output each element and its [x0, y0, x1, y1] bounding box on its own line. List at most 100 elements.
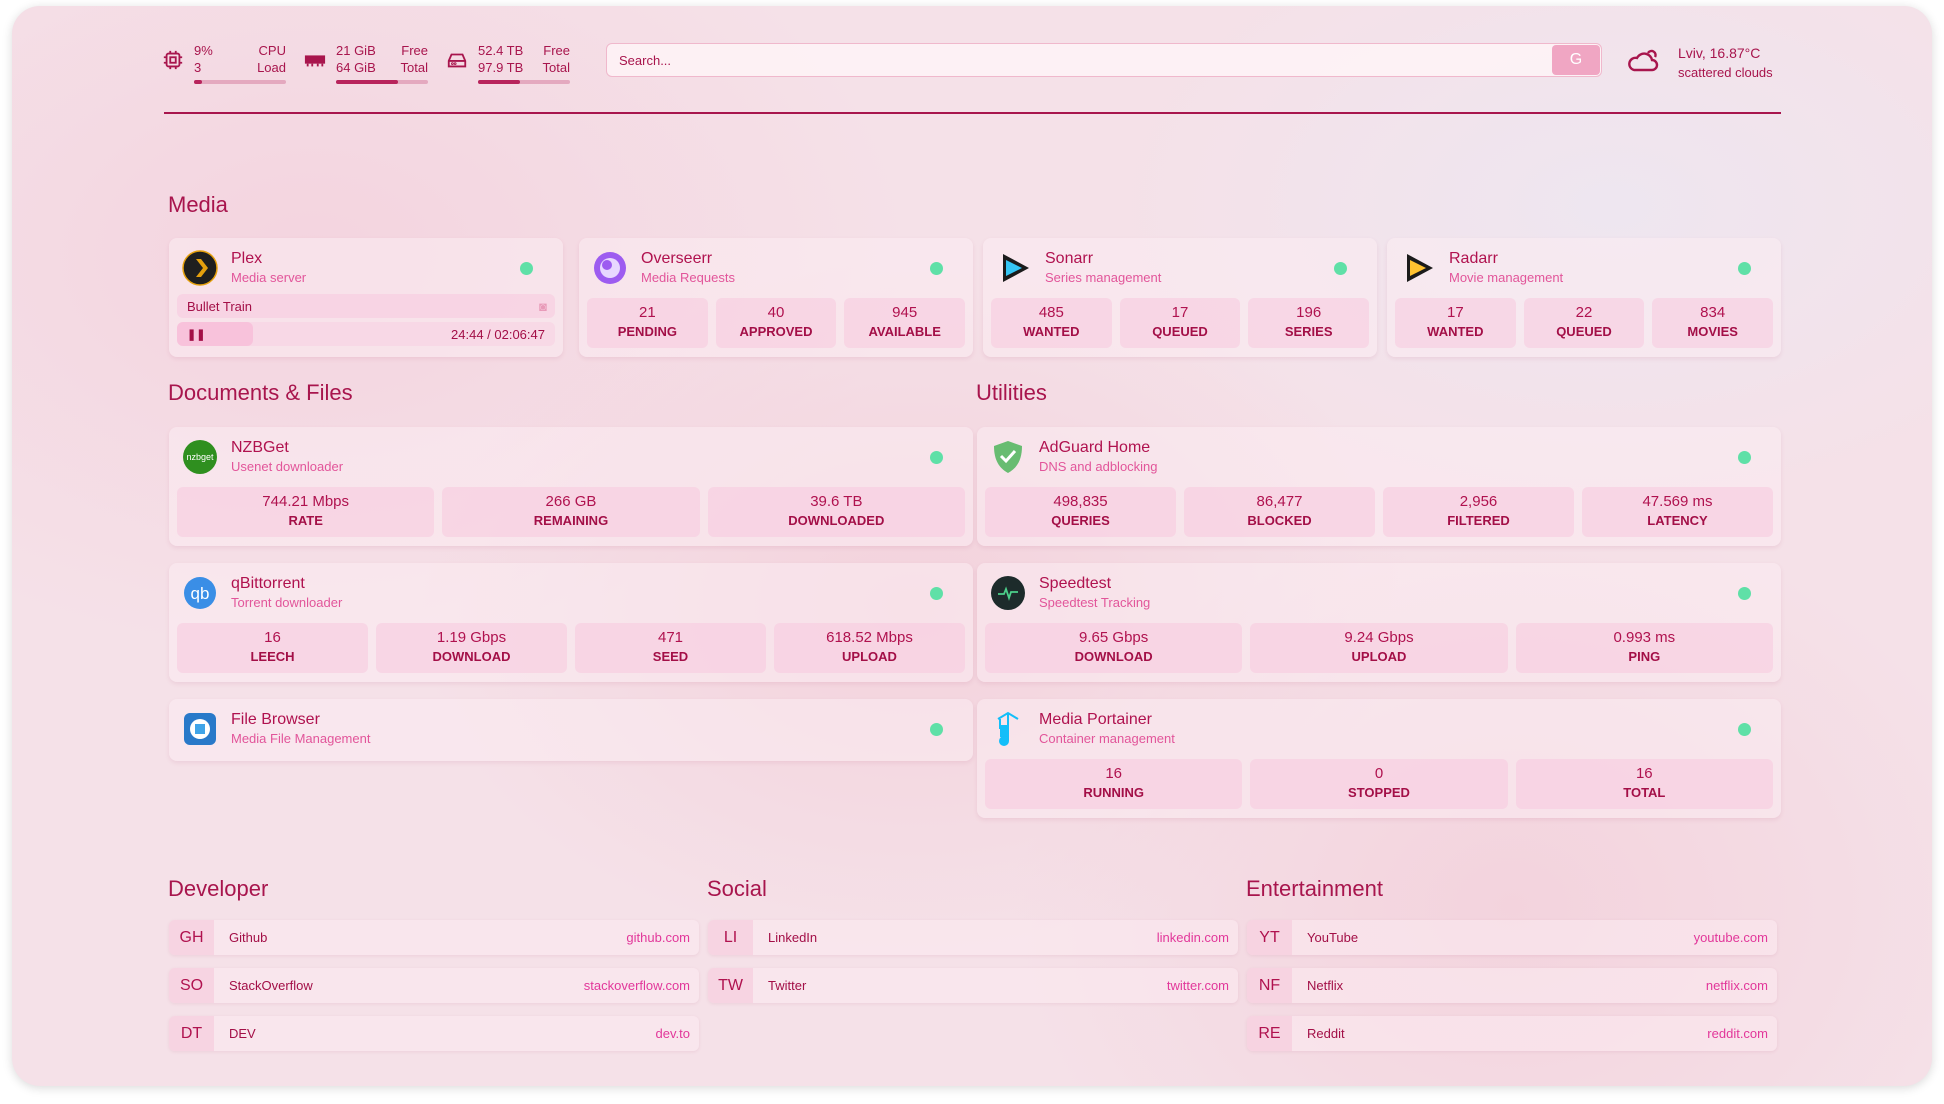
bookmark-abbr: TW	[708, 968, 753, 1003]
service-subtitle: Container management	[1039, 731, 1175, 746]
bookmark-abbr: SO	[169, 968, 214, 1003]
stat-value: 47.569 ms	[1642, 493, 1713, 510]
bookmark-name: Twitter	[768, 978, 807, 993]
speedtest-card[interactable]: Speedtest Speedtest Tracking 9.65 Gbps DOW…	[977, 563, 1781, 682]
stat-block: 16 RUNNING	[985, 759, 1243, 809]
disk-icon	[447, 53, 467, 68]
cloud-icon	[1628, 49, 1659, 72]
bookmark-abbr: YT	[1247, 920, 1292, 955]
bookmark-dev[interactable]: DT DEV dev.to	[169, 1016, 699, 1051]
stat-block: 17 WANTED	[1395, 298, 1516, 348]
bookmark-abbr: DT	[169, 1016, 214, 1051]
stat-value: 618.52 Mbps	[826, 629, 913, 646]
section-entertainment: Entertainment	[1246, 876, 1383, 901]
service-subtitle: Torrent downloader	[231, 595, 343, 610]
stat-block: 47.569 ms LATENCY	[1582, 487, 1773, 537]
dashboard: 9% CPU 3 Load 21 GiB Free 64 GiB Total 52.4 TB…	[12, 6, 1932, 1086]
stat-label: STOPPED	[1348, 785, 1410, 800]
stat-block: 16 LEECH	[177, 623, 368, 673]
adguard-card[interactable]: AdGuard Home DNS and adblocking 498,835 QU…	[977, 427, 1781, 546]
stat-label: SERIES	[1284, 324, 1333, 339]
bookmark-reddit[interactable]: RE Reddit reddit.com	[1247, 1016, 1777, 1051]
bookmark-twitter[interactable]: TW Twitter twitter.com	[708, 968, 1238, 1003]
service-title: Media Portainer	[1039, 711, 1152, 728]
service-title: Speedtest	[1039, 575, 1112, 592]
memory-icon	[304, 55, 326, 67]
stat-value: 485	[1038, 304, 1064, 321]
sonarr-icon	[995, 249, 1033, 287]
bookmark-youtube[interactable]: YT YouTube youtube.com	[1247, 920, 1777, 955]
now-playing-title: Bullet Train	[187, 298, 253, 314]
stat-value: 1.19 Gbps	[436, 629, 507, 646]
stat-value: 196	[1296, 304, 1322, 321]
stat-value: 9.24 Gbps	[1344, 629, 1414, 646]
stat-value: 0.993 ms	[1613, 629, 1676, 646]
stat-label: DOWNLOADED	[788, 513, 885, 528]
service-title: Overseerr	[641, 250, 713, 267]
disk-total: 97.9 TB	[478, 60, 524, 75]
status-dot	[930, 451, 943, 464]
overseerr-card[interactable]: Overseerr Media Requests 21 PENDING 40 APPRO…	[579, 238, 973, 357]
service-subtitle: DNS and adblocking	[1039, 459, 1158, 474]
search-input[interactable]	[607, 52, 1552, 68]
pause-icon[interactable]: ❚❚	[187, 328, 206, 341]
stat-value: 0	[1374, 765, 1384, 782]
bookmark-linkedin[interactable]: LI LinkedIn linkedin.com	[708, 920, 1238, 955]
bookmark-url: linkedin.com	[1156, 930, 1229, 945]
stat-label: WANTED	[1023, 324, 1080, 339]
filebrowser-card[interactable]: File Browser Media File Management	[169, 699, 973, 761]
stat-block: 834 MOVIES	[1652, 298, 1774, 348]
service-title: Radarr	[1449, 250, 1498, 267]
status-dot	[1334, 262, 1347, 275]
stat-block: 0.993 ms PING	[1515, 623, 1773, 673]
bookmark-stackoverflow[interactable]: SO StackOverflow stackoverflow.com	[169, 968, 699, 1003]
stat-value: 17	[1171, 304, 1189, 321]
stat-label: UPLOAD	[1351, 649, 1407, 664]
stat-block: 86,477 BLOCKED	[1184, 487, 1375, 537]
stat-block: 9.24 Gbps UPLOAD	[1250, 623, 1508, 673]
cpu-usage: 9%	[194, 43, 213, 58]
search-provider-button[interactable]: G	[1552, 45, 1600, 75]
stat-label: APPROVED	[739, 324, 813, 339]
now-playing: Bullet Train ◙	[177, 294, 555, 318]
stat-block: 266 GB REMAINING	[442, 487, 700, 537]
status-dot	[1738, 451, 1751, 464]
stat-label: WANTED	[1427, 324, 1484, 339]
playback-row: ❚❚ 24:44 / 02:06:47	[177, 322, 555, 346]
stat-block: 0 STOPPED	[1250, 759, 1508, 809]
status-dot	[930, 262, 943, 275]
stat-label: TOTAL	[1623, 785, 1666, 800]
stat-label: BLOCKED	[1247, 513, 1312, 528]
cpu-load: 3	[194, 60, 202, 75]
bookmark-abbr: RE	[1247, 1016, 1292, 1051]
bookmark-name: YouTube	[1307, 930, 1359, 945]
plex-subtitle: Media server	[231, 270, 307, 285]
bookmark-url: stackoverflow.com	[583, 978, 690, 993]
stat-block: 16 TOTAL	[1515, 759, 1773, 809]
sonarr-card[interactable]: Sonarr Series management 485 WANTED 17 QUEUE…	[983, 238, 1377, 357]
stat-value: 9.65 Gbps	[1079, 629, 1149, 646]
nzbget-card[interactable]: nzbget NZBGet Usenet downloader 744.21 Mb…	[169, 427, 973, 546]
bookmark-github[interactable]: GH Github github.com	[169, 920, 699, 955]
service-subtitle: Movie management	[1449, 270, 1564, 285]
qbittorrent-card[interactable]: qb qBittorrent Torrent downloader 16 LEECH…	[169, 563, 973, 682]
stat-value: 834	[1700, 304, 1726, 321]
stat-label: UPLOAD	[842, 649, 897, 664]
portainer-card[interactable]: Media Portainer Container management 16 RU…	[977, 699, 1781, 818]
stat-value: 471	[657, 629, 684, 646]
free-label: Free	[401, 43, 428, 58]
radarr-card[interactable]: Radarr Movie management 17 WANTED 22 QUEUED 8…	[1387, 238, 1781, 357]
status-dot	[1738, 587, 1751, 600]
weather-widget: Lviv, 16.87°C scattered clouds	[1626, 44, 1773, 82]
overseerr-icon	[591, 249, 629, 287]
plex-title: Plex	[231, 250, 263, 267]
bookmark-netflix[interactable]: NF Netflix netflix.com	[1247, 968, 1777, 1003]
cpu-widget: 9% CPU 3 Load	[162, 42, 286, 84]
disk-bar	[478, 80, 570, 84]
plex-card[interactable]: Plex Media server Bullet Train ◙ ❚❚ 24:44 …	[169, 238, 563, 357]
stat-block: 40 APPROVED	[715, 298, 837, 348]
stat-block: 39.6 TB DOWNLOADED	[707, 487, 965, 537]
stat-value: 266 GB	[545, 493, 597, 510]
weather-condition: scattered clouds	[1678, 65, 1773, 80]
adguard-icon	[989, 438, 1027, 476]
